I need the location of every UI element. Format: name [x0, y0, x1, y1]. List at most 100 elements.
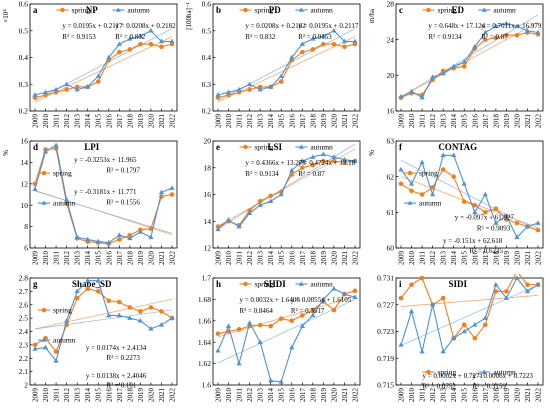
data-point-spring [461, 64, 467, 69]
x-tick-label: 2019 [503, 251, 511, 266]
y-tick-label: 0.723 [377, 327, 394, 336]
chart-panel-i: 0.715 0.719 0.723 0.727 0.731 2009 2010 2011 201… [366, 269, 549, 411]
x-tick-label: 2009 [32, 114, 40, 129]
trend-line-autumn [400, 14, 539, 98]
series-line-autumn [34, 30, 172, 96]
data-point-autumn [116, 232, 122, 237]
data-point-spring [352, 288, 358, 294]
legend-label-autumn: autumn [310, 6, 333, 15]
y-tick-label: 2 [24, 381, 28, 390]
x-tick-label: 2015 [278, 114, 286, 129]
x-tick-label: 2015 [278, 388, 286, 403]
data-point-spring [514, 220, 520, 226]
x-tick-label: 2016 [288, 251, 296, 266]
x-tick-label: 2022 [352, 388, 360, 403]
equation-text: y = 0.0208x + 0.2182 [245, 22, 306, 30]
data-point-spring [525, 282, 530, 287]
data-point-autumn [116, 312, 122, 318]
equation-text: y = 0.648x + 17.124 [428, 22, 485, 30]
data-point-autumn [398, 166, 404, 172]
legend-label-spring: spring [254, 280, 273, 289]
panel-letter: d [33, 142, 38, 152]
equation-text: y = -0.3181x + 11.771 [74, 188, 137, 196]
data-point-spring [419, 275, 425, 281]
chart-panel-f: 60 61 62 63 2009 2010 2011 2012 2013 2014 2015 2016… [366, 137, 549, 274]
y-tick-label: 2.6 [19, 300, 29, 309]
data-point-autumn [440, 152, 446, 158]
x-tick-label: 2021 [158, 251, 166, 266]
data-point-autumn [440, 348, 446, 354]
legend-marker-autumn [41, 337, 47, 342]
data-point-spring [95, 289, 101, 294]
data-point-autumn [535, 281, 541, 287]
data-point-autumn [116, 41, 122, 46]
x-tick-label: 2017 [299, 388, 307, 403]
data-point-spring [300, 165, 305, 171]
data-point-spring [493, 206, 499, 212]
data-point-autumn [236, 223, 242, 229]
x-tick-label: 2019 [137, 388, 145, 403]
y-tick-label: 18 [204, 163, 212, 172]
legend-label-spring: spring [53, 169, 72, 178]
data-point-spring [278, 79, 284, 84]
equation-text: R² = 0.832 [115, 33, 145, 41]
y-tick-label: 0.715 [377, 381, 394, 390]
x-tick-label: 2013 [74, 388, 82, 403]
x-tick-label: 2010 [408, 114, 416, 129]
x-tick-label: 2018 [492, 251, 500, 266]
series-line-spring [400, 270, 538, 340]
y-tick-label: 0.4 [19, 53, 29, 62]
y-tick-label: 0.3 [202, 80, 212, 89]
data-point-autumn [430, 191, 436, 197]
data-point-spring [85, 286, 90, 291]
equation-text: y = 0.7011x + 16.979 [481, 22, 542, 30]
data-point-autumn [236, 86, 242, 92]
legend-marker-spring [243, 7, 248, 13]
data-point-autumn [53, 86, 59, 92]
data-point-autumn [127, 315, 133, 320]
data-point-autumn [137, 229, 143, 234]
data-point-spring [493, 35, 499, 41]
equation-text: y = 0.0195x + 0.2117 [62, 22, 123, 30]
x-tick-label: 2009 [215, 114, 223, 129]
plot-frame [395, 140, 544, 249]
data-point-spring [106, 298, 112, 304]
data-point-spring [169, 192, 175, 197]
series-line-autumn [34, 280, 173, 363]
x-tick-label: 2022 [169, 388, 177, 403]
data-point-autumn [158, 322, 165, 327]
x-tick-label: 2018 [126, 251, 134, 266]
data-point-spring [74, 295, 80, 301]
legend-marker-autumn [115, 7, 121, 12]
series-line-autumn [400, 154, 539, 239]
equation-text: y = 0.0174x + 2.4134 [86, 344, 147, 352]
x-tick-label: 2014 [450, 388, 458, 403]
x-tick-label: 2019 [503, 114, 511, 129]
data-point-spring [440, 295, 446, 301]
x-tick-label: 2013 [74, 251, 82, 266]
x-tick-label: 2019 [320, 114, 328, 129]
data-point-autumn [299, 323, 305, 328]
plot-frame [29, 140, 178, 249]
data-point-autumn [53, 358, 59, 363]
x-tick-label: 2009 [215, 251, 223, 266]
x-tick-label: 2021 [524, 251, 532, 266]
x-tick-label: 2020 [147, 388, 155, 403]
data-point-autumn [310, 154, 316, 159]
x-tick-label: 2011 [419, 388, 427, 402]
data-point-spring [159, 309, 164, 314]
data-point-autumn [341, 156, 348, 162]
data-point-spring [247, 87, 252, 92]
x-tick-label: 2017 [299, 251, 307, 266]
x-tick-label: 2009 [215, 388, 223, 403]
x-tick-label: 2012 [429, 388, 437, 403]
data-point-autumn [408, 88, 415, 94]
data-point-spring [310, 47, 316, 52]
chart-title: CONTAG [438, 142, 477, 152]
y-tick-label: 0.3 [19, 80, 29, 89]
x-tick-label: 2015 [461, 388, 469, 403]
y-tick-label: 0.2 [202, 107, 212, 116]
